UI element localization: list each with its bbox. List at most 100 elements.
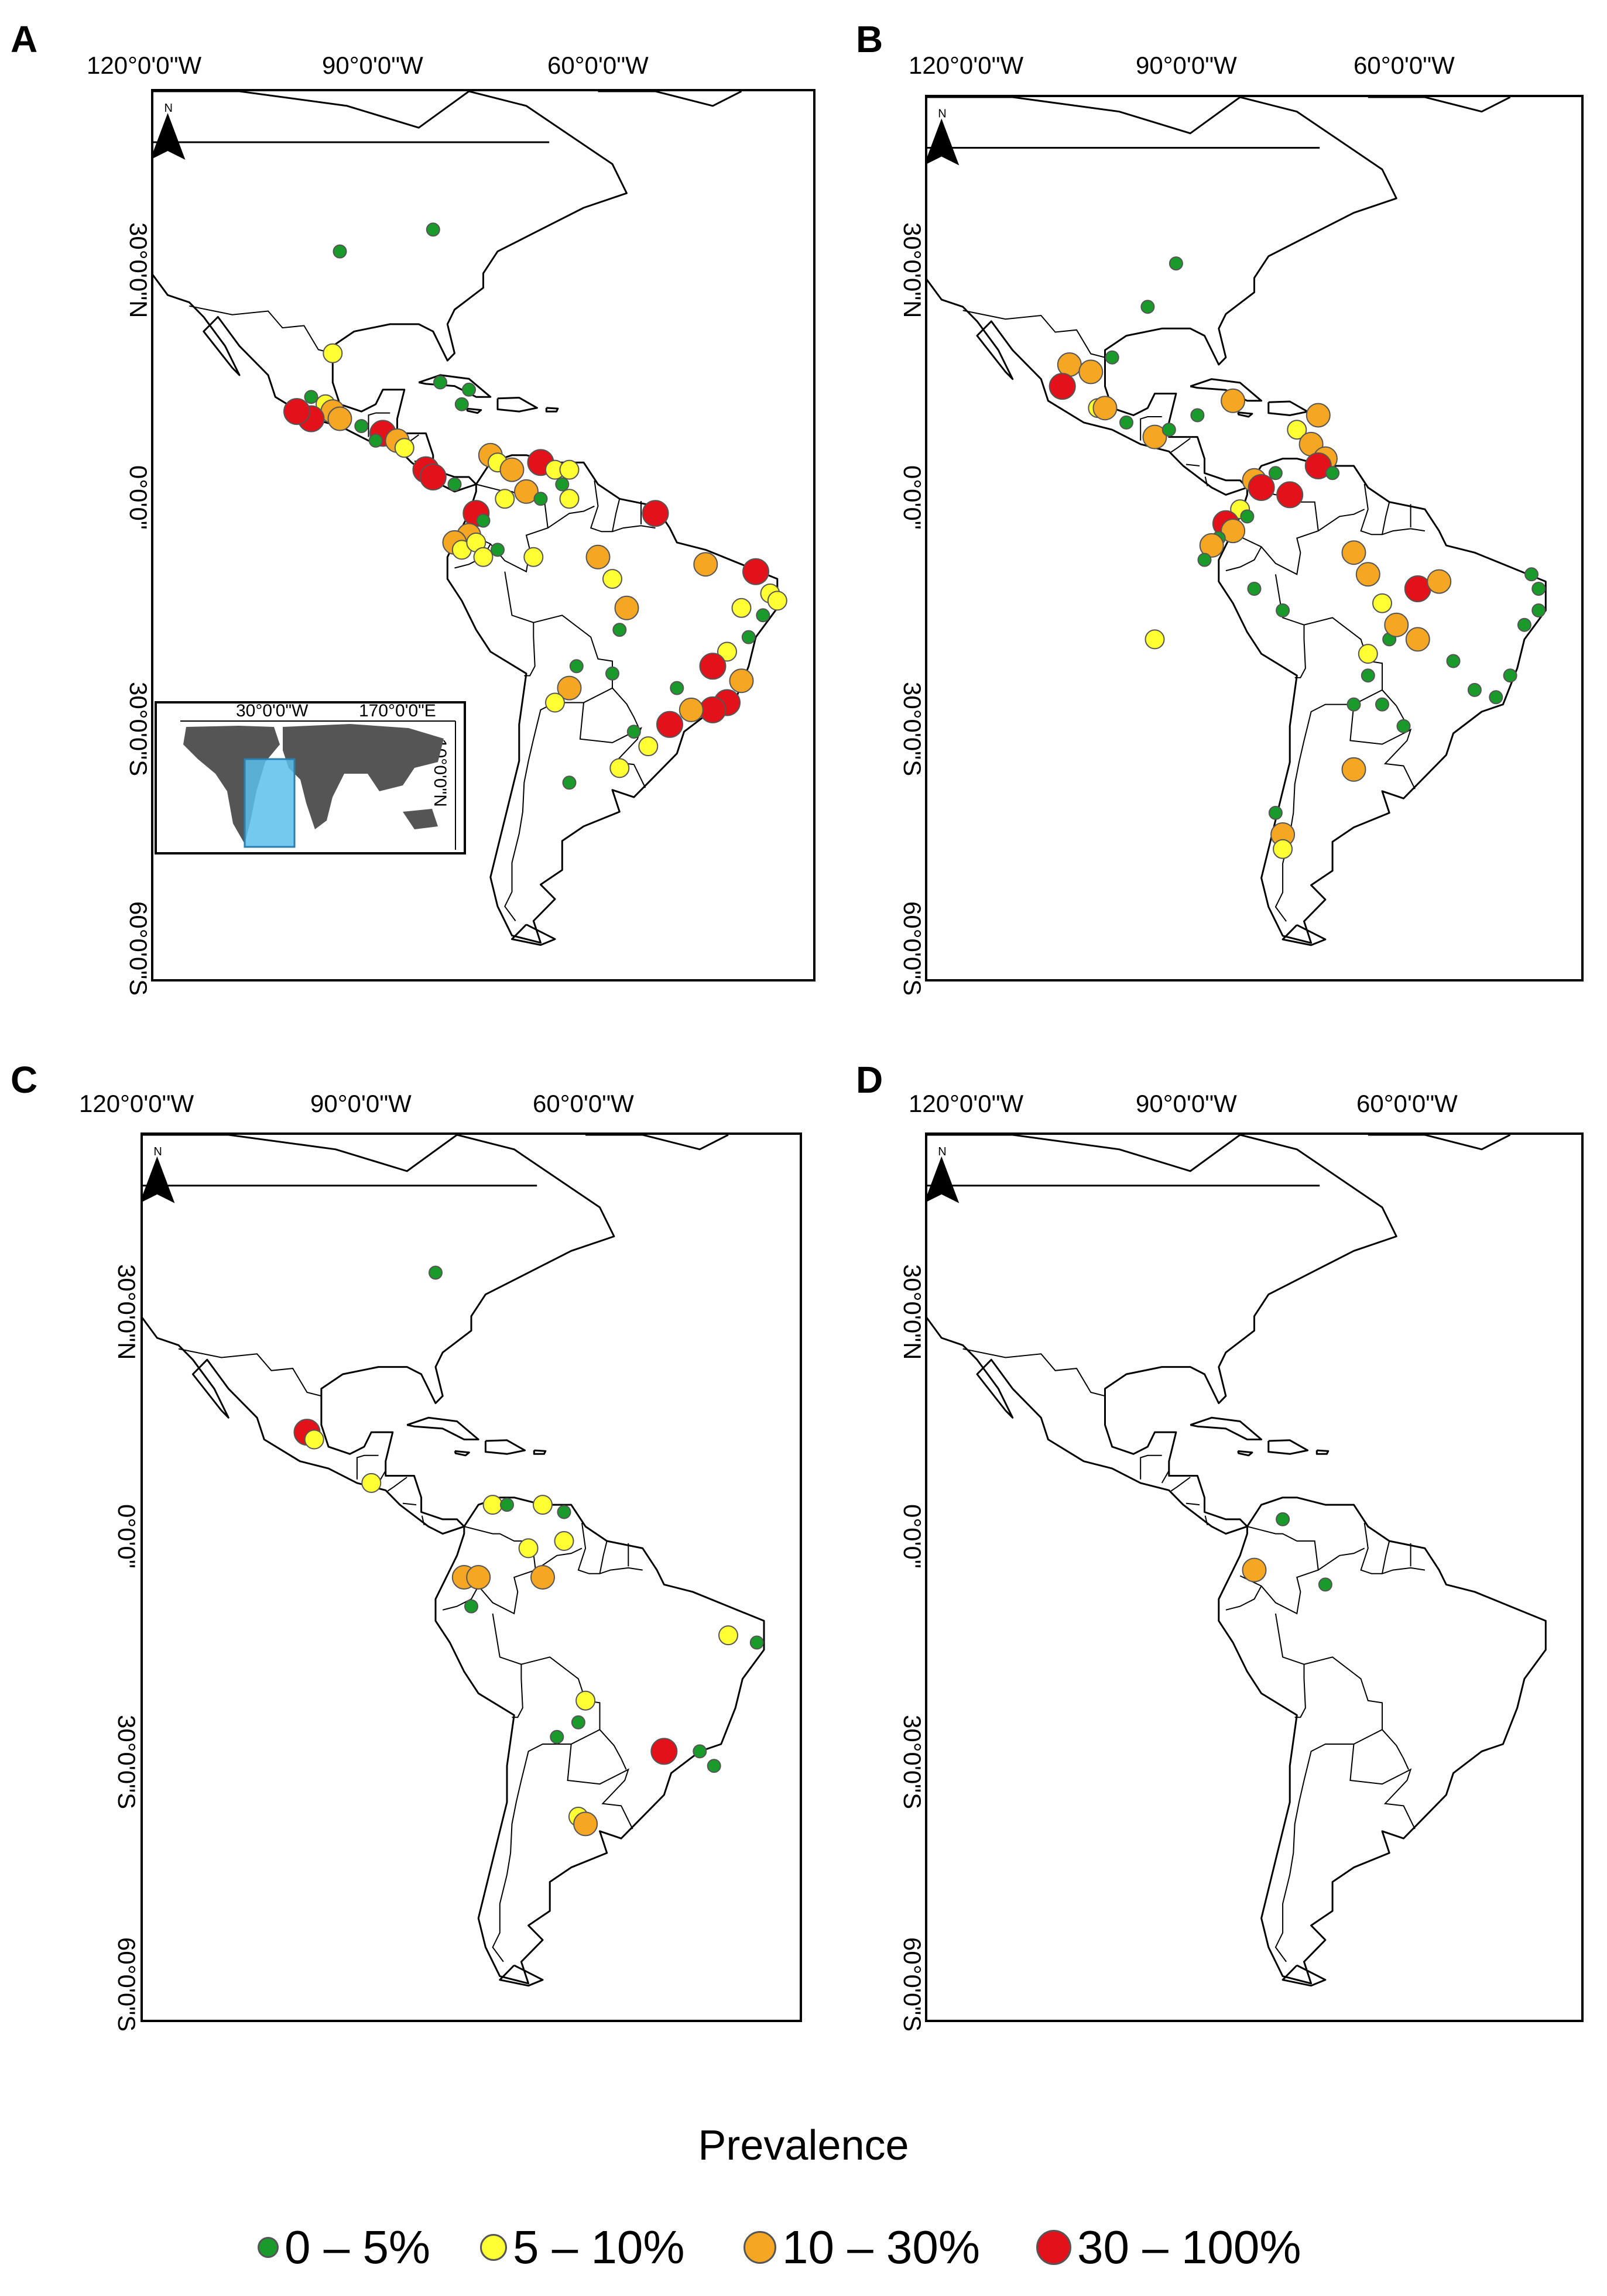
prevalence-point [614, 595, 639, 620]
coastline [927, 1135, 1397, 1535]
legend-item-10-30: 10 – 30% [743, 2215, 980, 2280]
lon-label-90w: 90°0'0"W [310, 1090, 412, 1117]
prevalence-point [1221, 519, 1246, 544]
country-border [612, 499, 621, 532]
map-frame: N [141, 1132, 802, 2022]
country-border [1239, 1526, 1319, 1615]
prevalence-point [756, 608, 770, 623]
prevalence-point [749, 1635, 764, 1650]
prevalence-point [1105, 350, 1119, 365]
lon-label-90w: 90°0'0"W [322, 52, 423, 79]
prevalence-point [476, 513, 491, 528]
legend-dot-red [1036, 2230, 1071, 2265]
country-border [178, 1348, 322, 1397]
map-frame: N [925, 1132, 1584, 2022]
coastline [418, 374, 492, 398]
inset-lon-label-30w: 30°0'0"W [236, 701, 309, 720]
prevalence-point [559, 459, 580, 480]
north-label: N [153, 1145, 162, 1158]
lat-label-0: 0°0'0" [899, 1504, 926, 1569]
country-border [1274, 574, 1306, 678]
legend-title: Prevalence [698, 2122, 909, 2169]
legend: 0 – 5% 5 – 10% 10 – 30% 30 – 100% [0, 2215, 1607, 2280]
prevalence-point [429, 1265, 443, 1280]
panel-letter: A [11, 18, 38, 60]
prevalence-point [573, 1811, 598, 1837]
country-border [1382, 502, 1390, 535]
prevalence-point [718, 1625, 738, 1646]
country-border [962, 1348, 1105, 1397]
north-arrow-icon [927, 1156, 960, 1203]
prevalence-point [557, 1505, 571, 1519]
coastline [499, 1964, 544, 1987]
inset-world-map [180, 720, 456, 850]
prevalence-point [1092, 396, 1118, 421]
coastline [1282, 924, 1327, 946]
prevalence-point [394, 438, 414, 458]
country-border [1170, 1477, 1191, 1492]
prevalence-point [495, 489, 515, 509]
prevalence-point [1276, 603, 1290, 617]
country-border [1274, 1656, 1383, 1962]
prevalence-point [1341, 540, 1366, 565]
prevalence-point [1276, 481, 1304, 509]
country-border [1170, 438, 1191, 453]
prevalence-point [602, 569, 622, 589]
prevalence-point [650, 1738, 678, 1765]
prevalence-point [1306, 403, 1331, 428]
prevalence-point [1446, 654, 1461, 668]
coastline [1368, 1135, 1511, 1151]
prevalence-point [466, 1565, 491, 1590]
prevalence-point [1169, 256, 1183, 271]
coastline [1190, 1416, 1263, 1440]
coastline [1282, 1964, 1327, 1987]
prevalence-point [464, 1599, 478, 1614]
coastline [484, 1439, 526, 1455]
prevalence-point [518, 1538, 539, 1559]
prevalence-point [1427, 569, 1452, 594]
prevalence-point [670, 681, 684, 695]
prevalence-point [557, 675, 582, 701]
panel-c: C 120°0'0"W 90°0'0"W 60°0'0"W 30°0'0"N 0… [0, 1042, 803, 2066]
panel-letter: D [856, 1059, 883, 1101]
prevalence-point [555, 477, 570, 492]
prevalence-point [1145, 629, 1165, 650]
country-border [189, 305, 333, 354]
prevalence-point [283, 398, 310, 425]
prevalence-point [1287, 420, 1307, 440]
prevalence-point [742, 558, 769, 585]
country-border [547, 505, 595, 528]
prevalence-point [741, 630, 756, 644]
lat-label-30n: 30°0'0"N [899, 222, 926, 318]
prevalence-point [1503, 668, 1517, 683]
prevalence-point [1057, 352, 1082, 377]
prevalence-point [533, 492, 548, 506]
country-border [1360, 1522, 1426, 1574]
country-border [1349, 1744, 1416, 1830]
country-border [356, 1454, 379, 1480]
lon-label-60w: 60°0'0"W [533, 1090, 634, 1117]
coastline [927, 97, 1397, 496]
prevalence-point [419, 464, 447, 490]
prevalence-point [1119, 415, 1133, 430]
prevalence-point [605, 666, 619, 681]
country-border [368, 412, 390, 437]
legend-label: 10 – 30% [782, 2221, 981, 2273]
lon-label-120w: 120°0'0"W [87, 52, 202, 79]
prevalence-point [729, 668, 754, 694]
coastline [496, 397, 538, 413]
panel-letter: B [856, 18, 883, 60]
coastline [1237, 1450, 1253, 1457]
prevalence-point [1404, 575, 1431, 602]
north-label: N [938, 107, 946, 120]
prevalence-point [612, 623, 627, 637]
lat-label-0: 0°0'0" [125, 465, 152, 530]
legend-item-0-5: 0 – 5% [258, 2215, 430, 2280]
panel-b: B 120°0'0"W 90°0'0"W 60°0'0"W 30°0'0"N 0… [803, 0, 1606, 1024]
country-border [442, 1585, 479, 1611]
prevalence-point [361, 1473, 382, 1493]
prevalence-point [1372, 593, 1392, 613]
prevalence-point [500, 1498, 514, 1512]
prevalence-point [426, 222, 440, 237]
prevalence-point [1240, 509, 1255, 524]
